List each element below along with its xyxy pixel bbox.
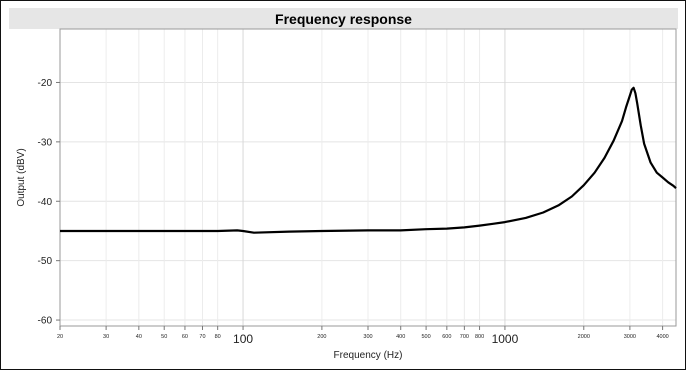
x-tick-label: 50 [161, 334, 167, 340]
x-tick-label: 3000 [624, 334, 636, 340]
y-tick-label: -30 [38, 137, 53, 148]
x-tick-label: 300 [363, 334, 372, 340]
y-tick-label: -50 [38, 256, 53, 267]
y-axis: -20 -30 -40 -50 -60 [38, 78, 60, 327]
x-tick-label: 600 [442, 334, 451, 340]
x-tick-label: 40 [136, 334, 142, 340]
x-tick-label: 400 [396, 334, 405, 340]
x-tick-label: 700 [460, 334, 469, 340]
x-tick-label: 100 [233, 332, 253, 346]
y-axis-label: Output (dBV) [16, 148, 27, 206]
y-tick-label: -60 [38, 316, 53, 327]
x-tick-label: 1000 [492, 332, 519, 346]
x-axis-label: Frequency (Hz) [334, 350, 403, 361]
x-axis: 20 30 40 50 60 70 80 100 200 300 400 500 600 700 800 10… [57, 326, 669, 346]
x-tick-label: 4000 [656, 334, 668, 340]
x-tick-label: 60 [182, 334, 188, 340]
x-tick-label: 80 [215, 334, 221, 340]
y-tick-label: -20 [38, 78, 53, 89]
x-tick-label: 70 [199, 334, 205, 340]
x-tick-label: 20 [57, 334, 63, 340]
y-tick-label: -40 [38, 197, 53, 208]
x-tick-label: 500 [422, 334, 431, 340]
chart-title: Frequency response [275, 11, 412, 27]
x-tick-label: 30 [103, 334, 109, 340]
chart-title-bar: Frequency response [9, 8, 678, 29]
grid [59, 29, 676, 326]
x-tick-label: 800 [475, 334, 484, 340]
x-tick-label: 200 [317, 334, 326, 340]
x-tick-label: 2000 [578, 334, 590, 340]
series-line [60, 86, 677, 234]
